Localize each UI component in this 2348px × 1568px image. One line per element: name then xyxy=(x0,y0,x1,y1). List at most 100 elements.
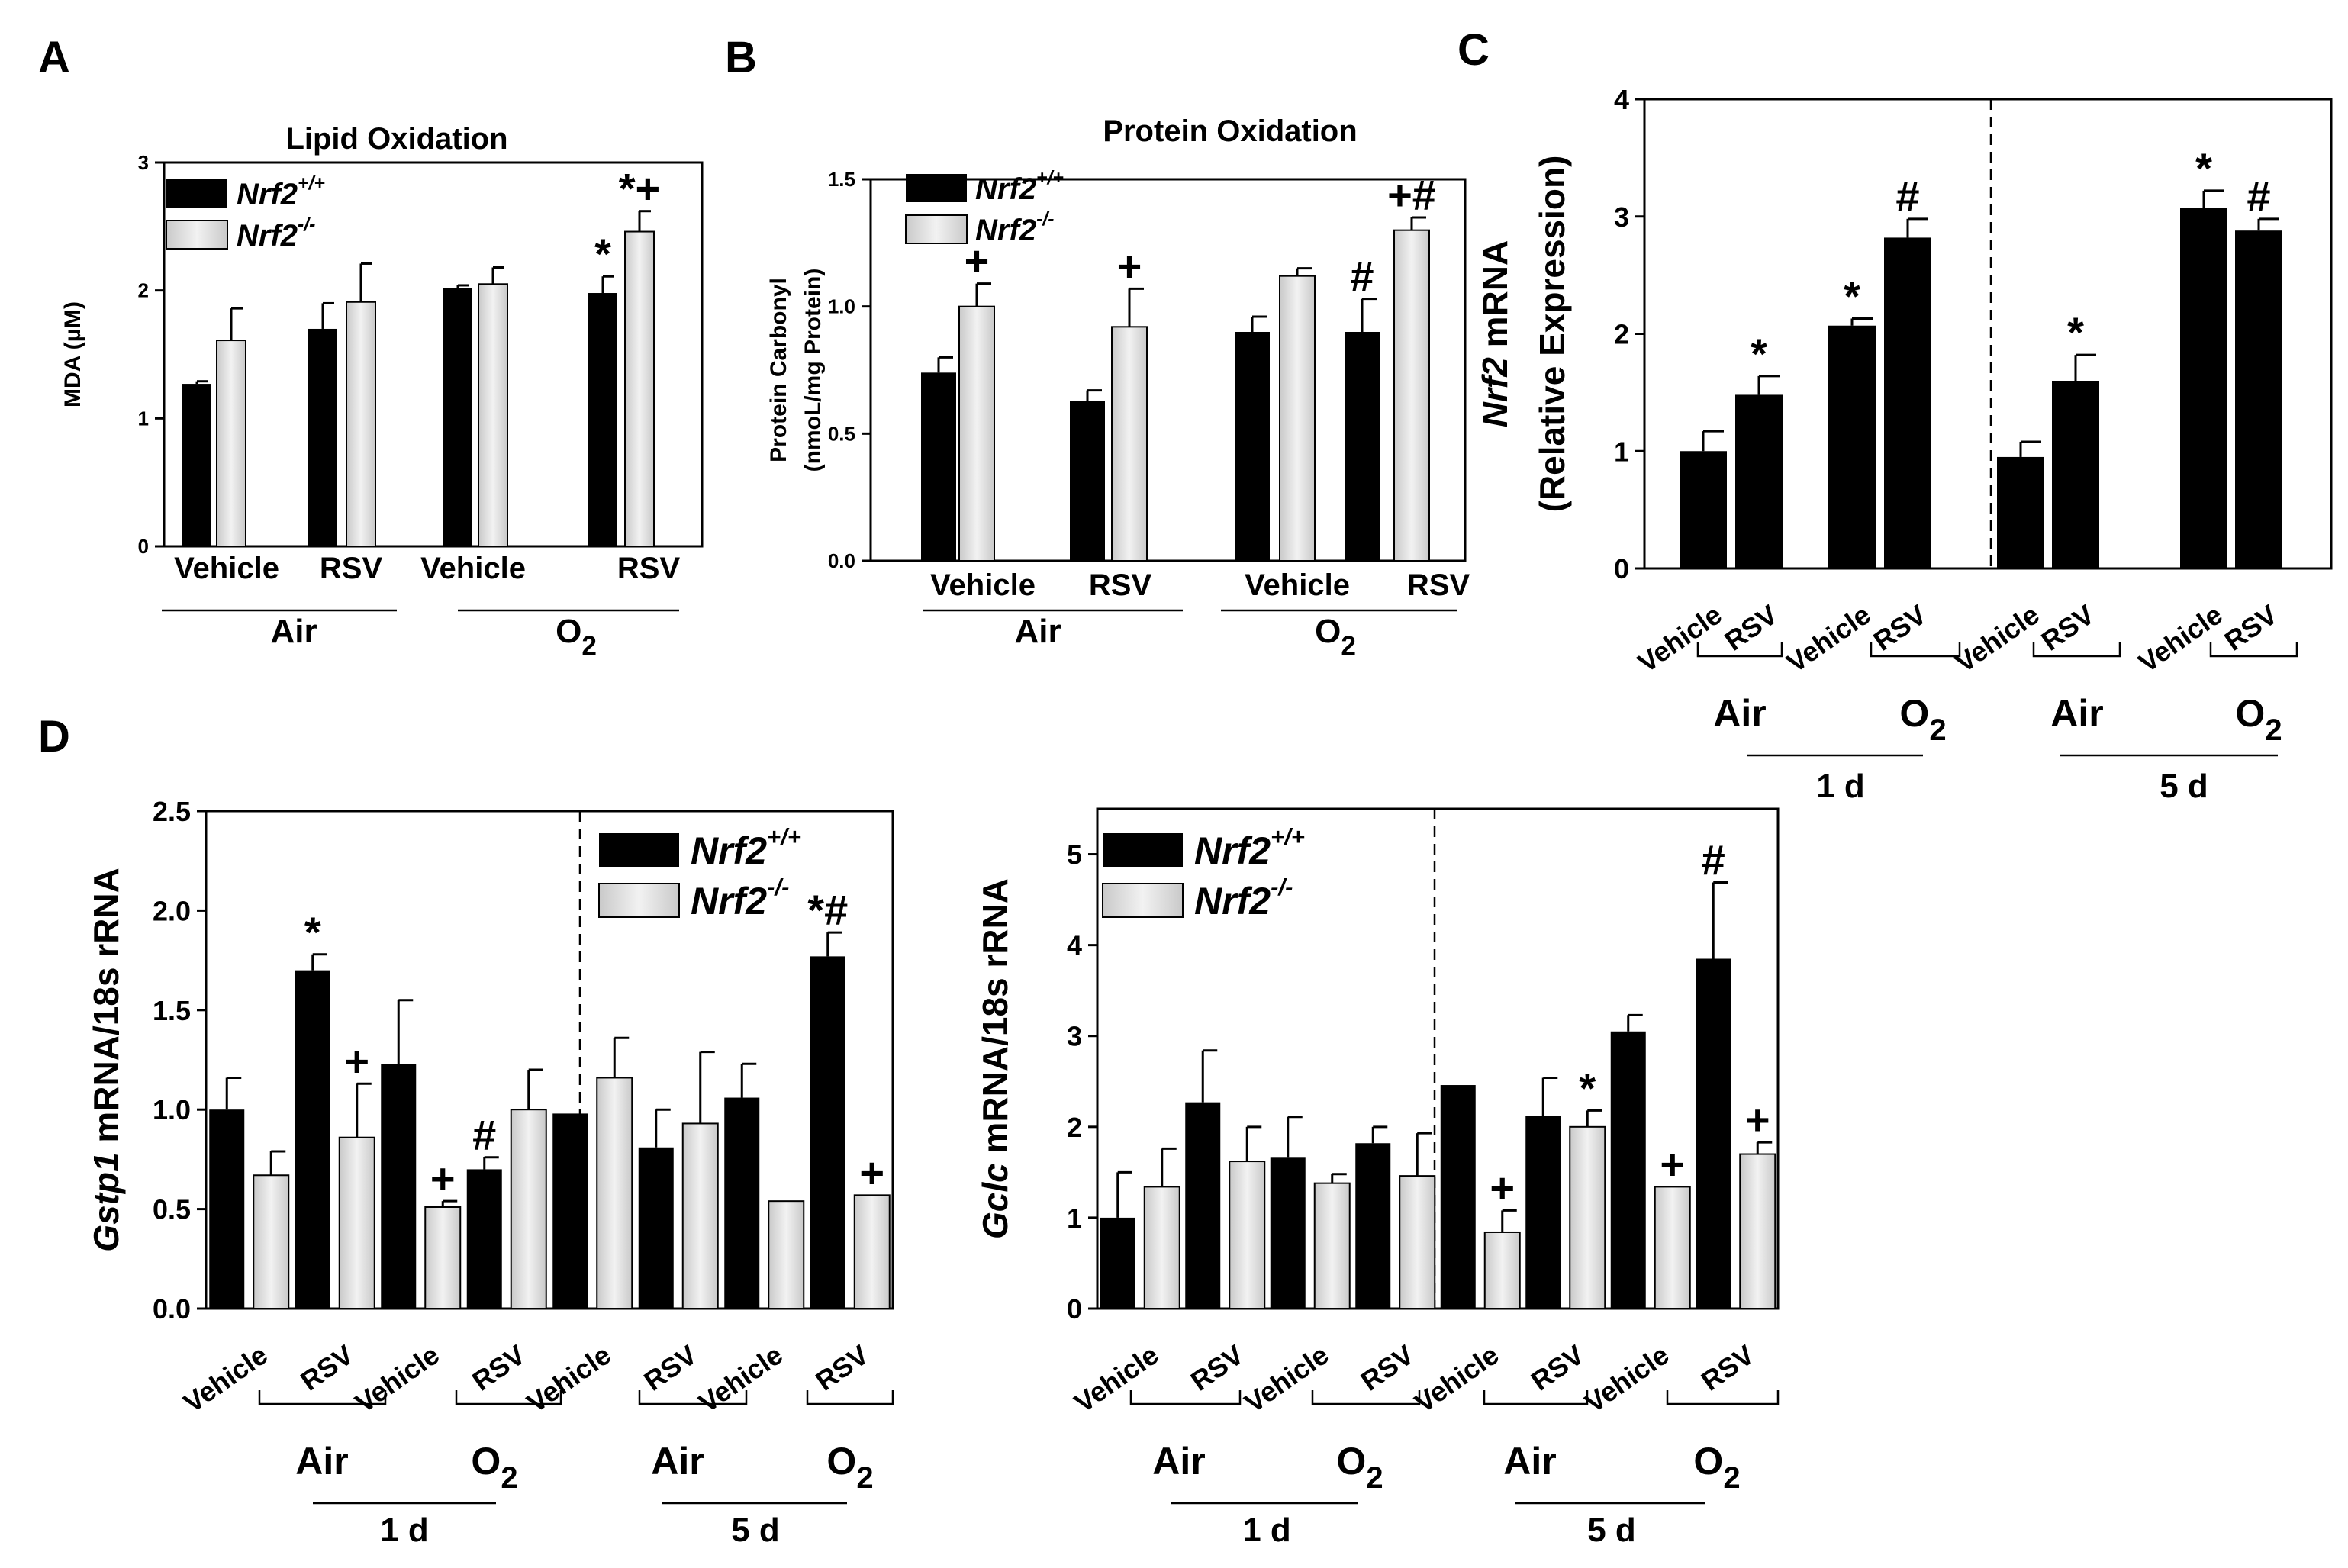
group-label: O2 xyxy=(1315,613,1356,661)
panel-a: A Lipid Oxidation 0 1 2 3 MDA (μM) **+ Vehicle RS… xyxy=(38,33,704,661)
legend-label: Nrf2+/+ xyxy=(691,823,801,872)
y-tick-label: 1.5 xyxy=(828,168,855,191)
y-tick-label: 3 xyxy=(1614,201,1629,233)
legend: Nrf2+/+Nrf2-/- xyxy=(1102,823,1305,922)
bar-wt-2 xyxy=(1828,325,1876,568)
bar-ko-5 xyxy=(681,1122,719,1310)
significance-mark: * xyxy=(1579,1064,1596,1112)
y-axis-label: Protein Carbonyl xyxy=(766,278,791,462)
bar-wt-1 xyxy=(1070,401,1105,561)
category-label: RSV xyxy=(295,1339,359,1397)
bar-wt-6 xyxy=(724,1097,760,1309)
category-label: RSV xyxy=(320,552,383,585)
legend-swatch xyxy=(1102,883,1184,918)
legend-label: Nrf2-/- xyxy=(975,209,1054,247)
category-label: RSV xyxy=(1089,568,1152,602)
significance-mark: # xyxy=(1895,172,1919,221)
y-tick-label: 2 xyxy=(1067,1112,1082,1143)
bar-wt-4 xyxy=(1440,1085,1476,1309)
significance-mark: * xyxy=(1844,272,1860,320)
significance-mark: + xyxy=(965,237,990,285)
significance-mark: + xyxy=(344,1037,369,1085)
legend-label: Nrf2-/- xyxy=(237,214,315,253)
bar-wt-5 xyxy=(1525,1116,1561,1309)
group-bracket xyxy=(455,1390,562,1405)
bar-wt-3 xyxy=(1345,332,1380,561)
y-tick-label: 0 xyxy=(1614,553,1629,584)
category-label: Vehicle xyxy=(178,1339,273,1419)
group-bracket xyxy=(1129,1390,1242,1405)
category-label: Vehicle xyxy=(1068,1339,1164,1419)
bar-wt-0 xyxy=(1100,1217,1135,1309)
group-label: Air xyxy=(1014,613,1061,650)
group-bracket xyxy=(1870,642,1961,658)
bar-ko-3 xyxy=(624,230,655,547)
y-tick-label: 1.5 xyxy=(153,995,191,1026)
group-bracket xyxy=(2209,642,2298,658)
category-label: Vehicle xyxy=(349,1339,445,1419)
bar-wt-1 xyxy=(1185,1102,1221,1309)
group-label: Air xyxy=(1713,692,1766,735)
group-bracket xyxy=(1666,1390,1780,1405)
significance-mark: + xyxy=(430,1154,456,1203)
group-label: Air xyxy=(295,1440,348,1483)
legend-swatch xyxy=(599,833,679,867)
group-bracket xyxy=(1311,1390,1421,1405)
bar-ko-3 xyxy=(1399,1175,1436,1310)
y-tick-label: 4 xyxy=(1614,84,1629,115)
time-label: 1 d xyxy=(380,1512,429,1549)
group-label: Air xyxy=(1152,1440,1205,1483)
bar-ko-5 xyxy=(1569,1125,1606,1310)
significance-mark: * xyxy=(594,230,611,278)
panel-label: D xyxy=(38,712,70,761)
group-label: Air xyxy=(651,1440,704,1483)
bar-ko-2 xyxy=(424,1206,462,1309)
bar-wt-2 xyxy=(1235,332,1270,561)
bar-ko-6 xyxy=(1654,1186,1691,1310)
significance-mark: # xyxy=(1350,253,1374,301)
bar-wt-7 xyxy=(2235,230,2282,568)
bar-wt-5 xyxy=(2052,381,2099,568)
y-tick-label: 0.0 xyxy=(828,549,855,572)
category-label: Vehicle xyxy=(1632,599,1728,679)
category-label: RSV xyxy=(1719,599,1783,657)
significance-mark: + xyxy=(1490,1164,1515,1212)
time-label: 5 d xyxy=(1587,1512,1636,1549)
legend-swatch xyxy=(166,220,228,250)
y-tick-label: 0 xyxy=(1067,1293,1082,1325)
bar-wt-0 xyxy=(921,372,956,561)
category-label: RSV xyxy=(1525,1339,1589,1397)
category-label: RSV xyxy=(638,1339,702,1397)
y-tick-label: 2 xyxy=(138,279,149,302)
group-label: Air xyxy=(270,613,317,650)
group-label: Air xyxy=(1503,1440,1556,1483)
category-label: Vehicle xyxy=(2133,599,2228,679)
bar-wt-3 xyxy=(466,1169,502,1309)
y-axis-label: Gstp1 mRNA/18s rRNA xyxy=(86,868,126,1252)
group-bracket xyxy=(806,1390,894,1405)
y-tick-label: 1 xyxy=(138,407,149,430)
y-tick-label: 0.5 xyxy=(153,1194,191,1225)
significance-mark: # xyxy=(2247,172,2270,221)
panel-label: C xyxy=(1457,25,1490,75)
y-axis-label-units: (nmoL/mg Protein) xyxy=(800,269,826,472)
group-label: Air xyxy=(2050,692,2103,735)
y-tick-label: 4 xyxy=(1067,930,1082,961)
category-label: RSV xyxy=(810,1339,874,1397)
bar-ko-1 xyxy=(346,301,376,547)
y-axis-label: Gclc mRNA/18s rRNA xyxy=(975,878,1015,1239)
significance-mark: *# xyxy=(807,886,848,934)
legend-swatch xyxy=(166,179,227,208)
category-label: RSV xyxy=(617,552,681,585)
group-label: O2 xyxy=(826,1440,873,1495)
y-tick-label: 3 xyxy=(138,151,149,174)
legend-label: Nrf2-/- xyxy=(1194,874,1293,922)
plot-frame xyxy=(869,178,1467,562)
bar-wt-4 xyxy=(1997,456,2044,568)
bar-ko-4 xyxy=(596,1077,633,1310)
legend-label: Nrf2-/- xyxy=(691,874,789,922)
y-axis-label: MDA (μM) xyxy=(60,301,85,407)
legend-swatch xyxy=(598,883,680,918)
bar-wt-7 xyxy=(810,956,845,1309)
